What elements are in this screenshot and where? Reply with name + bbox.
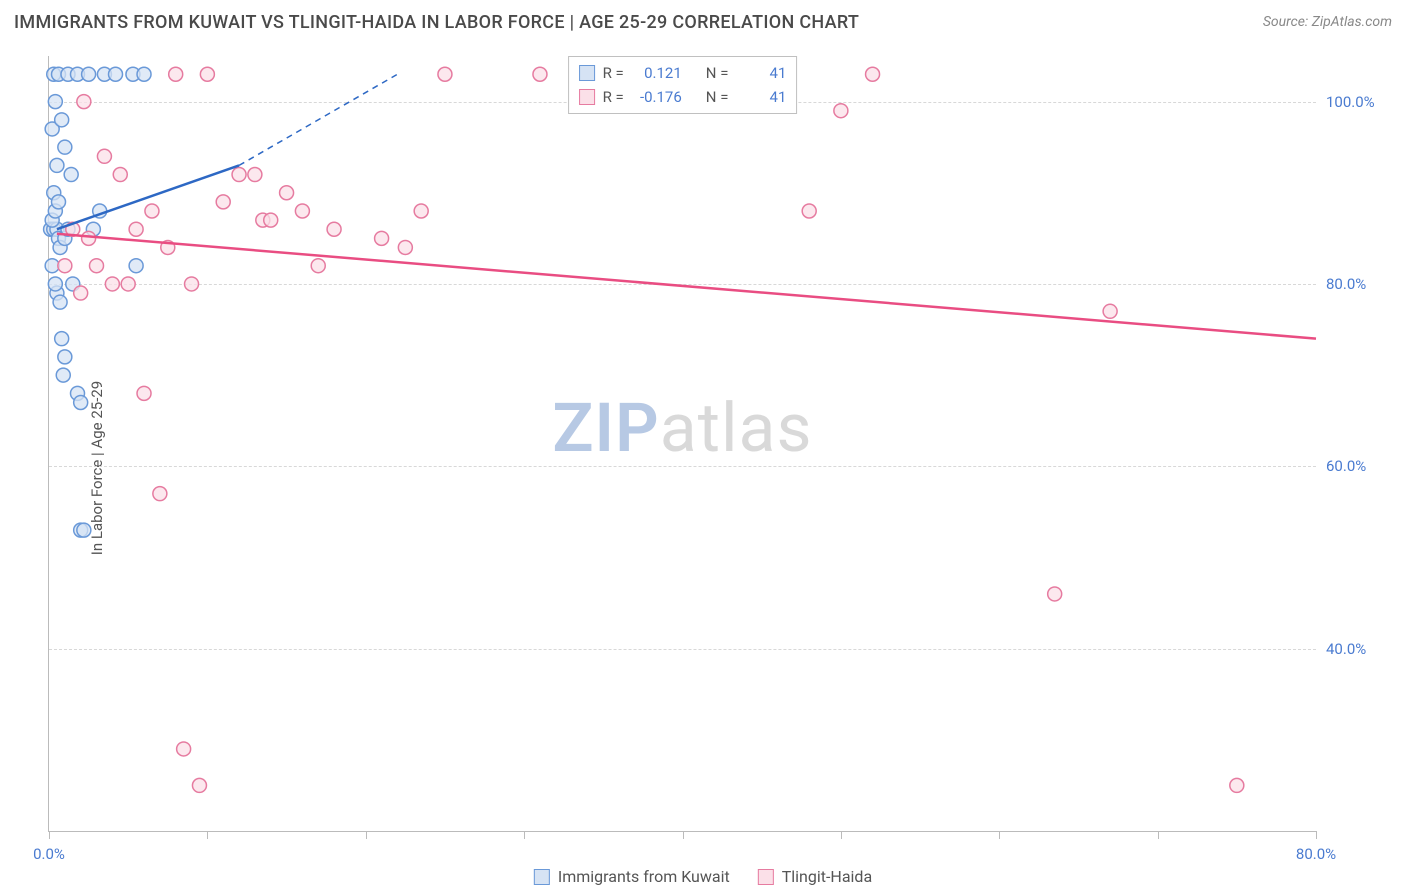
scatter-point: [216, 195, 230, 209]
trend-line: [57, 165, 239, 229]
series-2-swatch: [758, 869, 774, 885]
chart-title: IMMIGRANTS FROM KUWAIT VS TLINGIT-HAIDA …: [14, 12, 859, 33]
x-tick: [841, 831, 842, 839]
correlation-legend: R = 0.121 N = 41 R = -0.176 N = 41: [568, 56, 798, 114]
scatter-point: [232, 168, 246, 182]
series-2-n-value: 41: [736, 85, 786, 109]
scatter-point: [192, 778, 206, 792]
scatter-point: [375, 231, 389, 245]
legend-row-series-2: R = -0.176 N = 41: [579, 85, 787, 109]
scatter-point: [280, 186, 294, 200]
y-tick-label: 60.0%: [1326, 457, 1396, 475]
scatter-point: [48, 277, 62, 291]
scatter-point: [1230, 778, 1244, 792]
scatter-point: [50, 158, 64, 172]
scatter-point: [802, 204, 816, 218]
scatter-point: [77, 95, 91, 109]
x-tick: [207, 831, 208, 839]
scatter-point: [311, 259, 325, 273]
n-label: N =: [706, 85, 729, 109]
scatter-point: [113, 168, 127, 182]
plot-wrap: In Labor Force | Age 25-29 ZIPatlas R = …: [0, 44, 1406, 892]
x-tick: [999, 831, 1000, 839]
scatter-point: [56, 368, 70, 382]
legend-item-series-1: Immigrants from Kuwait: [534, 867, 730, 886]
r-label: R =: [603, 61, 624, 85]
scatter-point: [82, 67, 96, 81]
scatter-point: [414, 204, 428, 218]
scatter-point: [74, 395, 88, 409]
scatter-point: [1048, 587, 1062, 601]
scatter-svg-layer: [49, 56, 1316, 831]
x-tick-label: 80.0%: [1296, 845, 1336, 863]
scatter-point: [248, 168, 262, 182]
scatter-point: [53, 295, 67, 309]
trend-line: [57, 234, 1316, 339]
series-2-name: Tlingit-Haida: [782, 867, 872, 886]
scatter-point: [48, 95, 62, 109]
trend-line-dashed: [239, 74, 397, 165]
scatter-point: [129, 222, 143, 236]
scatter-point: [834, 104, 848, 118]
scatter-point: [52, 195, 66, 209]
scatter-point: [327, 222, 341, 236]
scatter-point: [77, 523, 91, 537]
scatter-point: [533, 67, 547, 81]
scatter-point: [105, 277, 119, 291]
y-tick-label: 40.0%: [1326, 640, 1396, 658]
scatter-point: [58, 350, 72, 364]
scatter-point: [1103, 304, 1117, 318]
scatter-point: [185, 277, 199, 291]
legend-row-series-1: R = 0.121 N = 41: [579, 61, 787, 85]
x-tick: [1316, 831, 1317, 839]
y-tick-label: 80.0%: [1326, 275, 1396, 293]
x-tick-label: 0.0%: [33, 845, 65, 863]
series-legend: Immigrants from Kuwait Tlingit-Haida: [534, 867, 872, 886]
scatter-point: [97, 149, 111, 163]
scatter-point: [121, 277, 135, 291]
series-1-name: Immigrants from Kuwait: [558, 867, 730, 886]
scatter-point: [145, 204, 159, 218]
series-2-r-value: -0.176: [632, 85, 682, 109]
scatter-point: [58, 259, 72, 273]
series-1-swatch: [534, 869, 550, 885]
scatter-point: [64, 168, 78, 182]
scatter-point: [74, 286, 88, 300]
r-label: R =: [603, 85, 624, 109]
chart-header: IMMIGRANTS FROM KUWAIT VS TLINGIT-HAIDA …: [0, 0, 1406, 44]
scatter-point: [129, 259, 143, 273]
x-tick: [1158, 831, 1159, 839]
x-tick: [524, 831, 525, 839]
scatter-point: [45, 259, 59, 273]
source-attribution: Source: ZipAtlas.com: [1263, 14, 1392, 30]
scatter-point: [55, 113, 69, 127]
scatter-point: [177, 742, 191, 756]
series-1-r-value: 0.121: [632, 61, 682, 85]
series-1-n-value: 41: [736, 61, 786, 85]
scatter-point: [137, 67, 151, 81]
legend-item-series-2: Tlingit-Haida: [758, 867, 872, 886]
scatter-point: [58, 140, 72, 154]
scatter-point: [438, 67, 452, 81]
scatter-point: [55, 332, 69, 346]
scatter-point: [90, 259, 104, 273]
x-tick: [683, 831, 684, 839]
scatter-point: [82, 231, 96, 245]
scatter-point: [295, 204, 309, 218]
n-label: N =: [706, 61, 729, 85]
scatter-point: [137, 386, 151, 400]
scatter-point: [169, 67, 183, 81]
scatter-point: [398, 240, 412, 254]
scatter-point: [200, 67, 214, 81]
scatter-point: [109, 67, 123, 81]
scatter-point: [866, 67, 880, 81]
scatter-point: [153, 487, 167, 501]
scatter-point: [264, 213, 278, 227]
x-tick: [366, 831, 367, 839]
x-tick: [49, 831, 50, 839]
series-2-swatch: [579, 89, 595, 105]
plot-area: ZIPatlas R = 0.121 N = 41 R = -0.176 N =…: [48, 56, 1316, 832]
y-tick-label: 100.0%: [1326, 93, 1396, 111]
series-1-swatch: [579, 65, 595, 81]
